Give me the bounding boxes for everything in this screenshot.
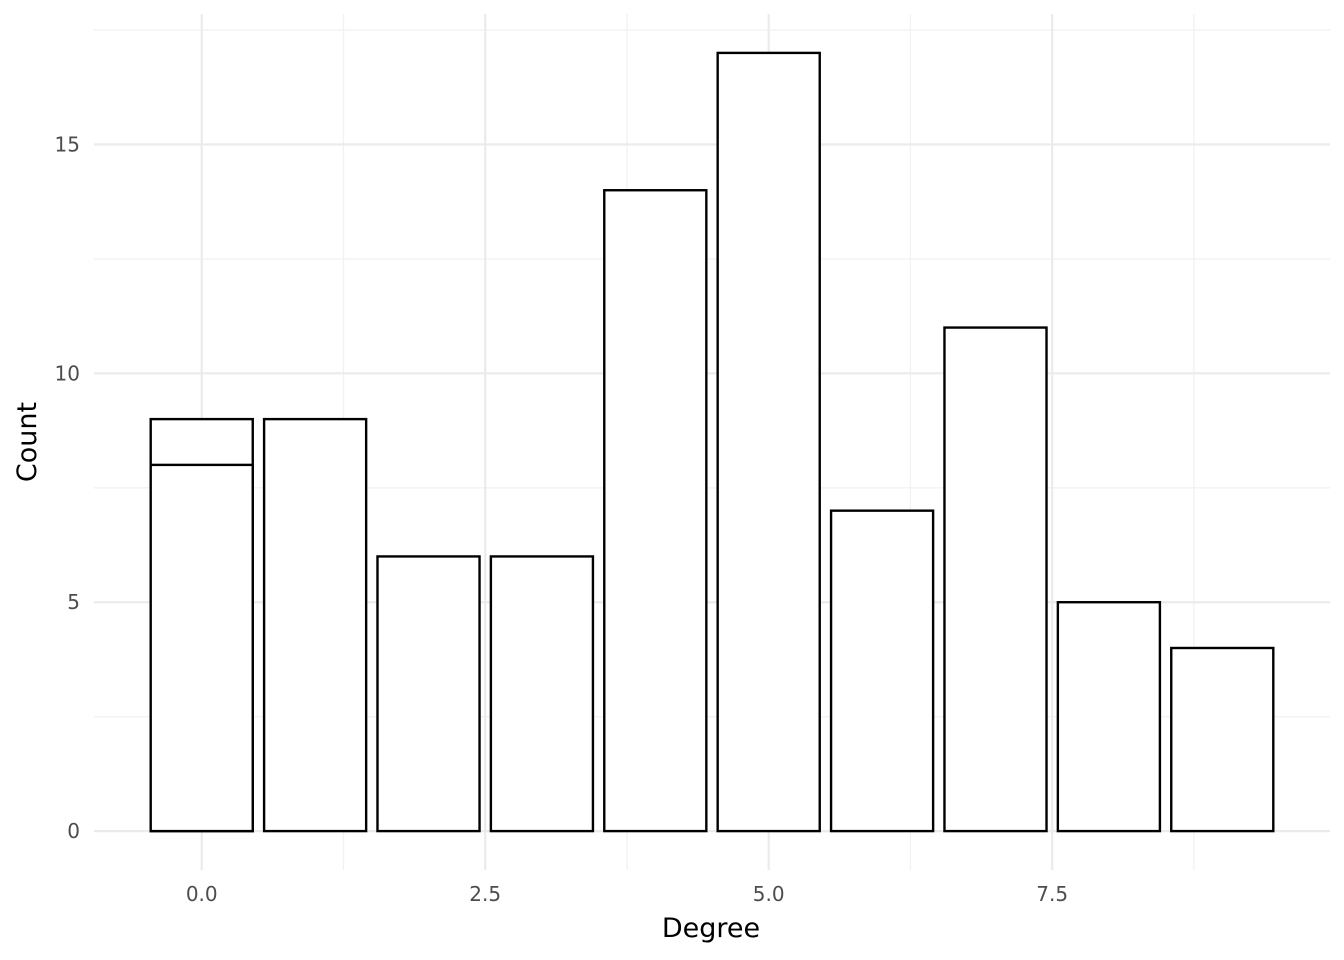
bar — [1056, 601, 1162, 833]
y-tick-label: 10 — [55, 361, 80, 385]
bar — [603, 189, 708, 833]
y-tick-label: 0 — [67, 819, 80, 843]
y-axis-title: Count — [12, 402, 43, 482]
bar — [149, 463, 254, 833]
y-tick-labels: 0 5 10 15 — [55, 132, 80, 843]
bar — [376, 555, 481, 833]
bar — [716, 51, 821, 833]
x-tick-label: 0.0 — [186, 882, 218, 906]
bar — [489, 555, 595, 833]
bar — [943, 326, 1048, 833]
bar — [829, 509, 935, 833]
x-tick-label: 5.0 — [753, 882, 785, 906]
x-tick-labels: 0.0 2.5 5.0 7.5 — [186, 882, 1068, 906]
x-tick-label: 2.5 — [469, 882, 501, 906]
bar — [262, 417, 368, 833]
y-tick-label: 5 — [67, 590, 80, 614]
x-tick-label: 7.5 — [1036, 882, 1068, 906]
bar — [1170, 646, 1275, 833]
y-tick-label: 15 — [55, 132, 80, 156]
bars — [149, 51, 1275, 833]
x-axis-title: Degree — [662, 913, 760, 944]
